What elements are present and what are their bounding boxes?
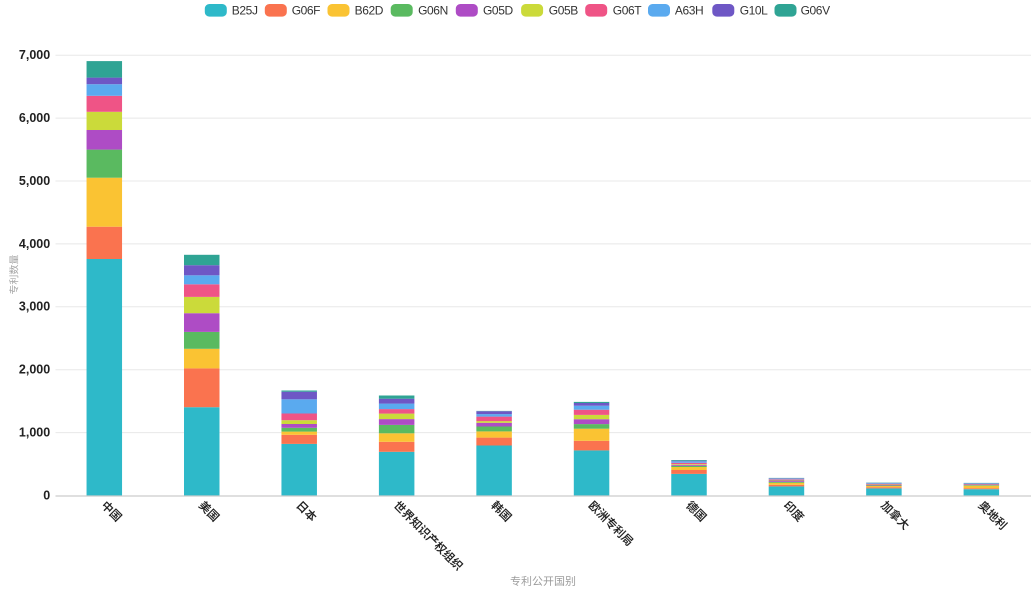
svg-text:0: 0 xyxy=(43,488,50,502)
svg-text:A63H: A63H xyxy=(675,4,703,18)
svg-text:7,000: 7,000 xyxy=(19,48,50,62)
svg-text:G10L: G10L xyxy=(740,4,768,18)
svg-text:3,000: 3,000 xyxy=(19,300,50,314)
svg-text:4,000: 4,000 xyxy=(19,237,50,251)
svg-text:B62D: B62D xyxy=(355,4,384,18)
svg-text:G06T: G06T xyxy=(613,4,642,18)
svg-text:G05D: G05D xyxy=(483,4,513,18)
svg-text:1,000: 1,000 xyxy=(19,426,50,440)
svg-text:B25J: B25J xyxy=(232,4,258,18)
svg-text:G06F: G06F xyxy=(292,4,320,18)
svg-text:2,000: 2,000 xyxy=(19,363,50,377)
svg-text:5,000: 5,000 xyxy=(19,174,50,188)
svg-text:G05B: G05B xyxy=(549,4,578,18)
svg-text:6,000: 6,000 xyxy=(19,111,50,125)
svg-text:G06N: G06N xyxy=(418,4,448,18)
svg-text:G06V: G06V xyxy=(801,4,830,18)
